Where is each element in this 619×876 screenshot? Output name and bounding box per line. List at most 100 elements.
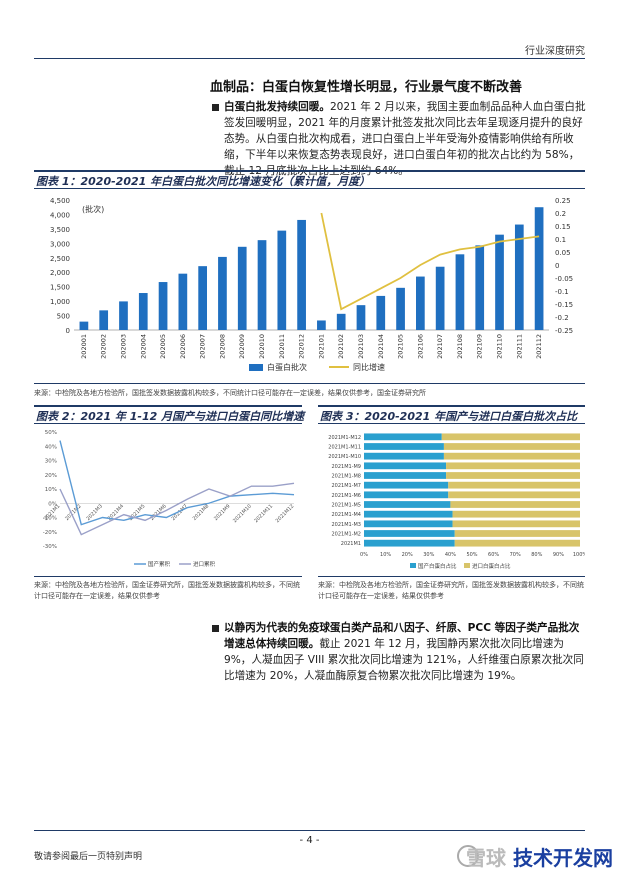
chart-1-bar xyxy=(138,293,148,330)
chart-3-legend-domestic-label: 国产白蛋白占比 xyxy=(418,562,457,570)
fig1-top-rule xyxy=(34,170,585,172)
chart-3-category-label: 2021M1-M7 xyxy=(331,483,361,489)
bullet-2 xyxy=(212,625,219,632)
fig1-source: 来源：中检院及各地方检验所，国批签发数据披露机构较多，不同统计口径可能存在一定误… xyxy=(34,389,426,397)
chart-1-y2tick: -0.25 xyxy=(555,327,573,335)
chart-1-bar xyxy=(297,219,306,330)
header-rule xyxy=(34,58,585,59)
chart-1-xtick: 202106 xyxy=(416,334,424,359)
chart-3-xtick: 20% xyxy=(402,552,413,558)
chart-3-category-label: 2021M1-M2 xyxy=(331,531,361,537)
chart-2-xtick: 2021M11 xyxy=(253,503,274,524)
chart-2: 50%40%30%20%10%0%-10%-20%-30%2021M1 2021M… xyxy=(43,430,296,568)
chart-2-xtick: 2021M9 xyxy=(213,503,232,522)
chart-2-ytick: -20% xyxy=(43,530,57,536)
chart-3-import-bar xyxy=(454,539,580,547)
chart-1-xtick: 202003 xyxy=(119,334,127,359)
chart-2-ytick: 10% xyxy=(45,487,57,493)
chart-3-xtick: 0% xyxy=(360,552,368,558)
chart-1-xtick: 202109 xyxy=(476,334,484,359)
chart-3-import-bar xyxy=(448,491,580,499)
chart-1-ytick: 2,500 xyxy=(50,255,70,263)
chart-1-xtick: 202004 xyxy=(139,334,147,359)
chart-2-xtick: 2021M6 xyxy=(149,503,168,522)
chart-3-domestic-bar xyxy=(364,452,444,460)
chart-2-ytick: 50% xyxy=(45,430,57,436)
fig3-top-rule xyxy=(318,405,585,407)
chart-1-xtick: 202008 xyxy=(218,334,226,359)
chart-1-y2tick: -0.1 xyxy=(555,288,569,296)
chart-1-bar xyxy=(455,254,465,330)
chart-1: (批次) 4,500 4,000 3,500 3,000 2,500 2,000 1,500 1… xyxy=(50,197,573,372)
paragraph-1-lead: 白蛋白批发持续回暖。 xyxy=(224,101,330,113)
fig2-source: 来源：中检院及各地方检验所，国金证券研究所，国批签发数据披露机构较多，不同统计口… xyxy=(34,581,300,600)
chart-3-import-bar xyxy=(452,520,580,528)
fig2-top-rule xyxy=(34,405,302,407)
chart-1-xtick: 202108 xyxy=(456,334,464,359)
chart-3-domestic-bar xyxy=(364,520,453,528)
chart-1-xtick: 202102 xyxy=(337,334,345,359)
chart-1-bar xyxy=(435,266,445,330)
chart-3-import-bar xyxy=(446,472,580,479)
chart-1-xtick: 202011 xyxy=(278,334,286,359)
chart-1-ytick: 1,500 xyxy=(50,284,70,292)
chart-1-xtick: 202006 xyxy=(179,334,187,359)
chart-2-legend-import-label: 进口累积 xyxy=(193,560,216,568)
fig3-bottom-rule xyxy=(318,576,585,577)
chart-1-xtick: 202007 xyxy=(199,334,207,359)
chart-3-import-bar xyxy=(446,462,580,470)
chart-1-bar xyxy=(178,273,188,330)
chart-3-domestic-bar xyxy=(364,472,447,479)
fig3-title-rule xyxy=(318,423,585,424)
chart-3-category-label: 2021M1-M6 xyxy=(331,493,361,499)
chart-1-xtick: 202110 xyxy=(496,334,504,359)
chart-3-xtick: 100% xyxy=(573,552,585,558)
chart-1-ytick: 2,000 xyxy=(50,269,70,277)
chart-1-xtick: 202012 xyxy=(298,334,306,359)
chart-1-bar xyxy=(396,287,405,330)
chart-3-category-label: 2021M1-M4 xyxy=(331,512,361,518)
chart-2-import-line xyxy=(59,482,295,536)
chart-1-bar xyxy=(356,305,366,330)
chart-2-ytick: -30% xyxy=(43,544,57,550)
chart-3-import-bar xyxy=(441,433,580,441)
chart-2-xtick: 2021M12 xyxy=(275,503,296,524)
chart-1-bar xyxy=(257,240,267,330)
chart-1-ytick: 3,000 xyxy=(50,240,70,248)
paragraph-2-lead: 以静丙为代表的免疫球蛋白类产品和八因子、纤原、PCC 等因子类产品批次增速总体持… xyxy=(224,622,580,650)
chart-3-legend-import-label: 进口白蛋白占比 xyxy=(472,562,511,570)
chart-1-xtick: 202112 xyxy=(535,334,543,359)
chart-2-xtick: 2021M3 xyxy=(85,503,104,522)
chart-3-import-bar xyxy=(450,501,580,508)
watermark: 技术开发网 xyxy=(513,846,613,870)
chart-1-ytick: 4,500 xyxy=(50,197,70,205)
chart-1-ytick: 0 xyxy=(66,327,70,335)
chart-1-y2tick: 0.2 xyxy=(555,210,566,218)
chart-1-legend-bar-label: 白蛋白批次 xyxy=(267,362,307,372)
chart-3-xtick: 60% xyxy=(488,552,499,558)
page-number: - 4 - xyxy=(299,835,320,846)
fig1-bottom-rule xyxy=(34,383,585,384)
watermark-faint: 雪球 xyxy=(466,846,506,870)
chart-1-y2tick: 0.1 xyxy=(555,236,566,244)
chart-1-bar xyxy=(376,295,386,330)
chart-1-xtick: 202005 xyxy=(159,334,167,359)
chart-3-domestic-bar xyxy=(364,443,444,450)
chart-3-import-bar xyxy=(454,530,580,537)
chart-1-ytick: 4,000 xyxy=(50,211,70,219)
chart-3-domestic-bar xyxy=(364,491,449,499)
chart-1-xtick: 202001 xyxy=(80,334,88,359)
fig2-bottom-rule xyxy=(34,576,302,577)
chart-1-ytick: 500 xyxy=(57,313,70,321)
chart-1-y2tick: -0.2 xyxy=(555,314,569,322)
chart-2-ytick: 30% xyxy=(45,459,57,465)
chart-3-category-label: 2021M1-M8 xyxy=(331,473,361,479)
chart-1-bar xyxy=(99,310,109,330)
chart-1-bar xyxy=(534,207,544,330)
chart-1-bar xyxy=(79,321,89,330)
chart-1-y2tick: 0.15 xyxy=(555,223,571,231)
chart-3-import-bar xyxy=(452,510,580,518)
chart-1-bar xyxy=(237,246,247,330)
chart-1-y2tick: -0.05 xyxy=(555,275,573,283)
chart-1-xtick: 202104 xyxy=(377,334,385,359)
